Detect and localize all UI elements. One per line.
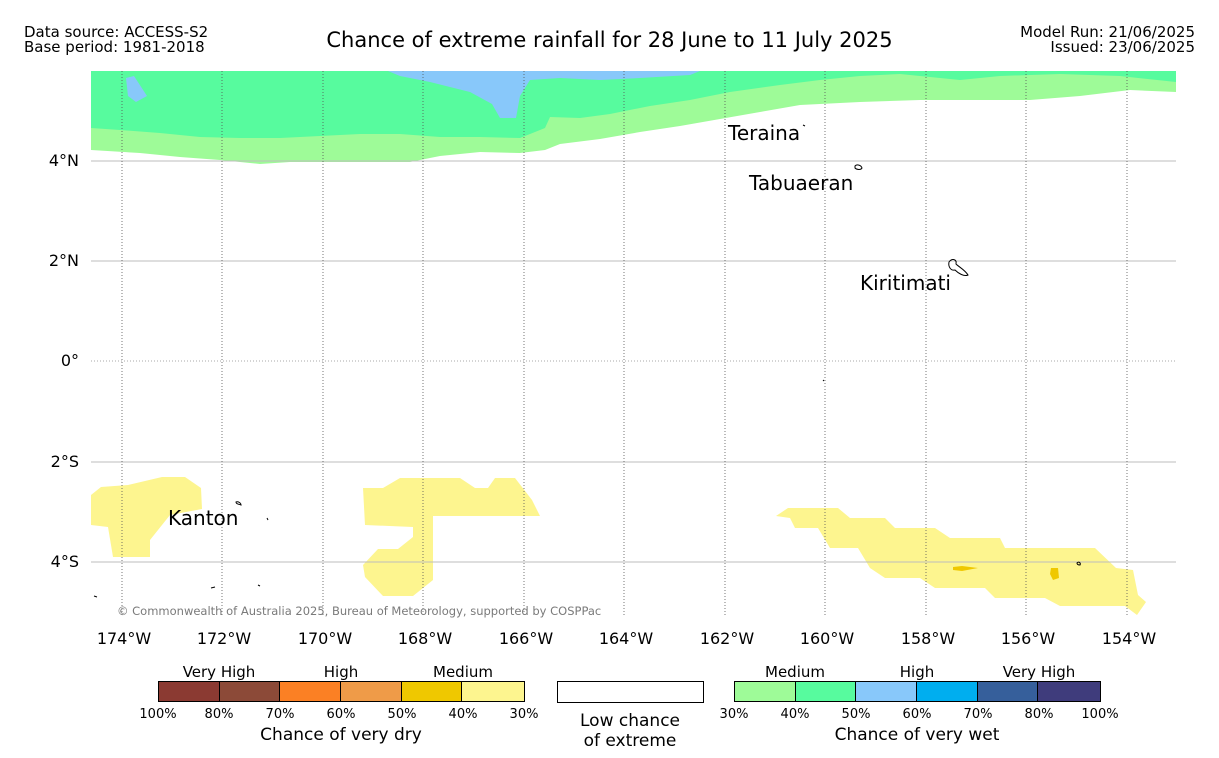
dry-swatch	[462, 682, 525, 701]
wet-heading-medium: Medium	[765, 663, 825, 681]
wet-high-low-region-west	[126, 76, 147, 102]
model-run-text: Model Run: 21/06/2025	[1020, 23, 1195, 41]
x-tick-label: 154°W	[1101, 629, 1157, 648]
dry-heading-medium: Medium	[433, 663, 493, 681]
wet-colorbar-title: Chance of very wet	[834, 725, 1000, 745]
dry-swatch	[219, 682, 281, 701]
y-tick-label: 4°S	[50, 552, 79, 571]
issued-text: Issued: 23/06/2025	[1050, 38, 1195, 56]
small-island-5	[822, 379, 825, 382]
base-period-text: Base period: 1981-2018	[24, 38, 205, 56]
tabuaeran-island	[854, 164, 863, 170]
x-tick-label: 158°W	[900, 629, 956, 648]
wet-tick: 80%	[1024, 707, 1054, 722]
x-tick-label: 170°W	[297, 629, 353, 648]
longitude-gridlines	[121, 71, 1128, 615]
x-tick-label: 174°W	[96, 629, 152, 648]
low-chance-line2: of extreme	[583, 731, 677, 751]
map-title: Chance of extreme rainfall for 28 June t…	[326, 28, 893, 52]
dry-tick: 40%	[448, 707, 478, 722]
place-label-tabuaeran: Tabuaeran	[749, 171, 854, 195]
wet-swatch	[917, 682, 978, 701]
x-tick-label: 168°W	[397, 629, 453, 648]
wet-tick: 100%	[1081, 707, 1119, 722]
place-label-teraina: Teraina	[728, 121, 801, 145]
dry-colorbar-title: Chance of very dry	[260, 725, 422, 745]
dry-tick: 60%	[326, 707, 356, 722]
y-tick-label: 4°N	[48, 151, 79, 170]
wet-swatch	[977, 682, 1039, 701]
dry-tick: 30%	[509, 707, 539, 722]
x-tick-label: 166°W	[498, 629, 554, 648]
small-island-6	[1076, 561, 1081, 566]
wet-heading-very-high: Very High	[1002, 663, 1076, 681]
wet-tick: 70%	[963, 707, 993, 722]
dry-tick: 70%	[265, 707, 295, 722]
wet-swatch	[735, 682, 796, 701]
dry-tick: 100%	[139, 707, 177, 722]
dry-swatch	[159, 682, 220, 701]
dry-medium-low-region-kanton	[91, 477, 202, 557]
wet-heading-high: High	[899, 663, 935, 681]
dry-medium-low-region-central	[363, 478, 540, 596]
wet-tick: 30%	[719, 707, 749, 722]
wet-medium-high-region	[91, 71, 1176, 138]
dry-heading-very-high: Very High	[182, 663, 256, 681]
low-chance-line1: Low chance	[580, 711, 680, 731]
copyright-text: © Commonwealth of Australia 2025, Bureau…	[117, 604, 602, 618]
island-outlines	[93, 124, 1081, 598]
dry-swatch	[401, 682, 463, 701]
x-tick-label: 160°W	[799, 629, 855, 648]
x-tick-label: 156°W	[1000, 629, 1056, 648]
wet-high-low-region	[388, 71, 700, 118]
x-tick-label: 162°W	[699, 629, 755, 648]
dry-medium-high-region-1	[953, 566, 978, 571]
small-island-2	[210, 586, 216, 589]
wet-swatch	[1038, 682, 1101, 701]
wet-swatch	[856, 682, 918, 701]
y-tick-label: 2°S	[50, 452, 79, 471]
x-tick-label: 172°W	[196, 629, 252, 648]
header-right: Model Run: 21/06/2025 Issued: 23/06/2025	[1020, 25, 1195, 55]
teraina-island	[802, 124, 806, 127]
data-source-text: Data source: ACCESS-S2	[24, 23, 209, 41]
dry-medium-high-region-2	[1050, 568, 1059, 580]
latitude-gridlines	[91, 160, 1176, 563]
dry-tick: 80%	[204, 707, 234, 722]
wet-tick: 40%	[780, 707, 810, 722]
x-tick-label: 164°W	[598, 629, 654, 648]
wet-tick: 50%	[841, 707, 871, 722]
small-island-4	[93, 595, 98, 598]
wet-colorbar	[734, 681, 1101, 702]
header-left: Data source: ACCESS-S2 Base period: 1981…	[24, 25, 208, 55]
dry-tick: 50%	[387, 707, 417, 722]
dry-swatch	[280, 682, 342, 701]
wet-medium-high-region-edge	[900, 71, 1176, 74]
kanton-island	[235, 501, 242, 506]
low-chance-swatch	[557, 681, 704, 703]
low-chance-label: Low chance of extreme	[580, 711, 680, 751]
small-island-3	[257, 584, 261, 587]
place-label-kiritimati: Kiritimati	[860, 271, 951, 295]
kiritimati-island	[948, 259, 969, 276]
dry-colorbar	[158, 681, 525, 702]
y-tick-label: 2°N	[48, 251, 79, 270]
dry-swatch	[341, 682, 402, 701]
wet-swatch	[795, 682, 857, 701]
dry-heading-high: High	[323, 663, 359, 681]
small-island-1	[266, 517, 269, 521]
place-label-kanton: Kanton	[168, 506, 239, 530]
y-tick-label: 0°	[60, 351, 79, 370]
wet-tick: 60%	[902, 707, 932, 722]
